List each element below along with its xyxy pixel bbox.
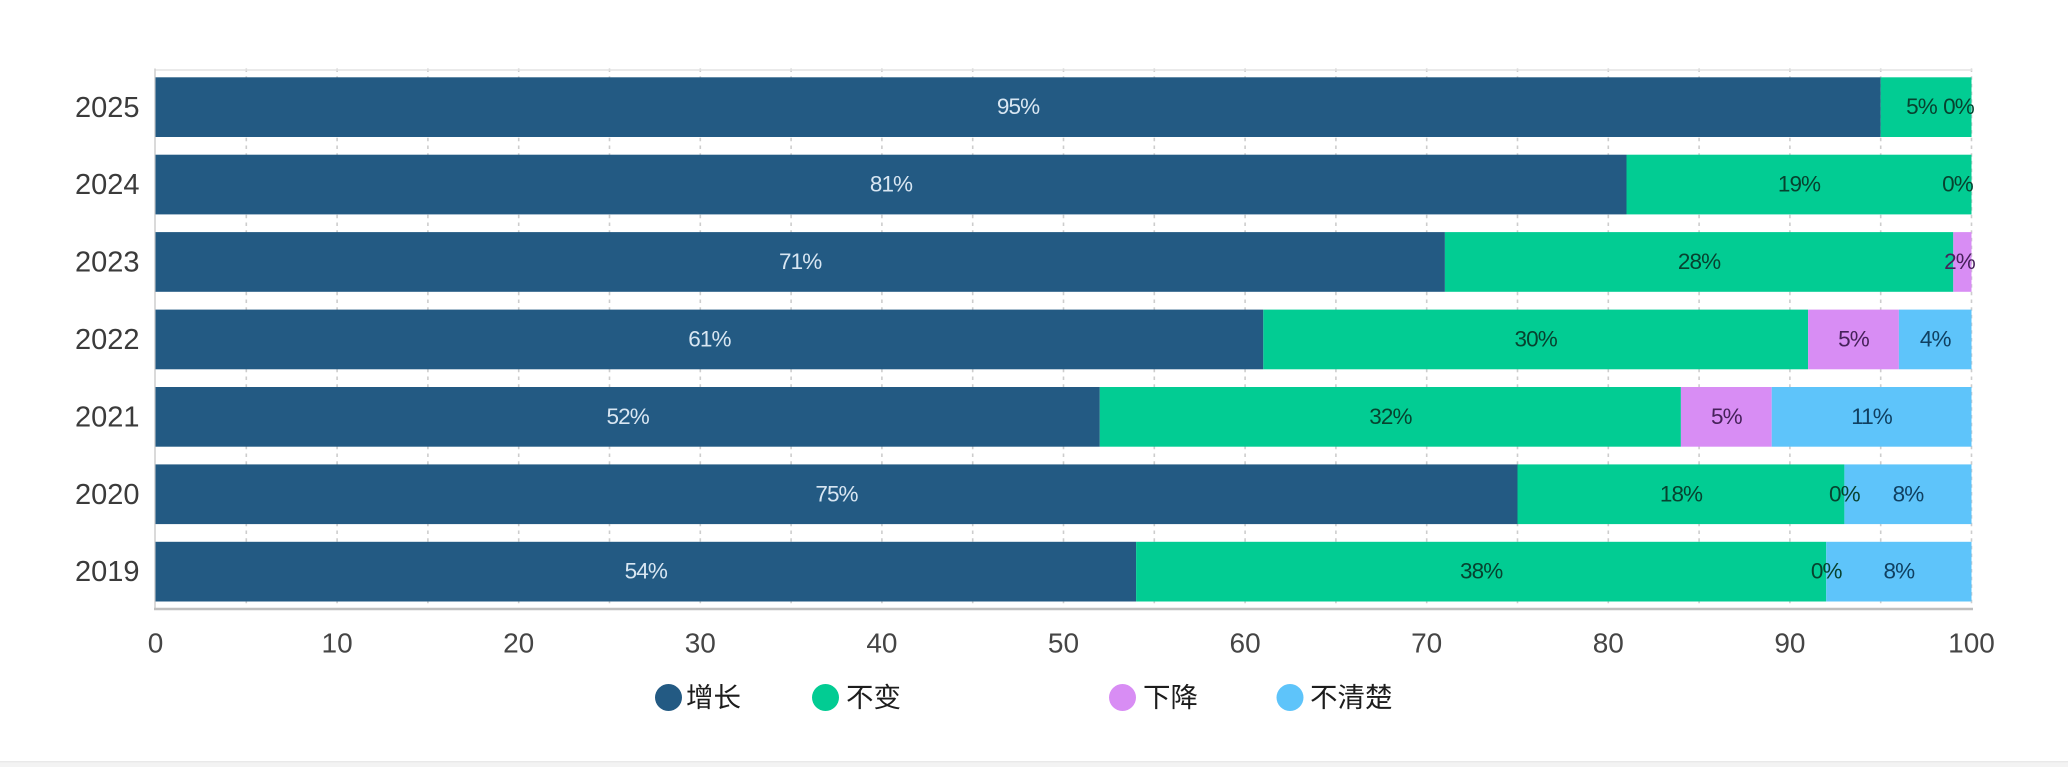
svg-text:38%: 38% xyxy=(1460,559,1503,584)
svg-text:2022: 2022 xyxy=(75,324,140,356)
svg-text:75%: 75% xyxy=(815,481,858,506)
svg-text:54%: 54% xyxy=(625,559,668,584)
svg-text:81%: 81% xyxy=(870,172,913,197)
svg-text:2020: 2020 xyxy=(75,479,140,511)
svg-text:0%: 0% xyxy=(1811,559,1843,584)
svg-text:2019: 2019 xyxy=(75,556,140,588)
svg-text:80: 80 xyxy=(1593,628,1624,659)
svg-text:19%: 19% xyxy=(1778,172,1821,197)
svg-text:32%: 32% xyxy=(1369,404,1412,429)
svg-text:5%: 5% xyxy=(1906,94,1938,119)
svg-text:30: 30 xyxy=(685,628,716,659)
svg-text:11%: 11% xyxy=(1851,404,1893,429)
svg-text:2025: 2025 xyxy=(75,92,140,124)
svg-text:5%: 5% xyxy=(1711,404,1743,429)
svg-text:2021: 2021 xyxy=(75,401,140,433)
svg-text:18%: 18% xyxy=(1660,481,1703,506)
svg-text:50: 50 xyxy=(1048,628,1079,659)
svg-text:100: 100 xyxy=(1948,628,1995,659)
svg-text:0%: 0% xyxy=(1829,481,1861,506)
svg-text:28%: 28% xyxy=(1678,249,1721,274)
svg-text:4%: 4% xyxy=(1920,326,1952,351)
svg-text:30%: 30% xyxy=(1515,326,1558,351)
svg-text:60: 60 xyxy=(1230,628,1261,659)
svg-text:2023: 2023 xyxy=(75,247,140,279)
svg-text:5%: 5% xyxy=(1838,326,1870,351)
svg-text:52%: 52% xyxy=(607,404,650,429)
svg-text:70: 70 xyxy=(1411,628,1442,659)
svg-text:10: 10 xyxy=(322,628,353,659)
svg-text:0: 0 xyxy=(148,628,164,659)
svg-text:2%: 2% xyxy=(1944,249,1976,274)
svg-text:2024: 2024 xyxy=(75,169,140,201)
svg-text:8%: 8% xyxy=(1893,481,1925,506)
svg-text:61%: 61% xyxy=(688,326,731,351)
svg-text:0%: 0% xyxy=(1942,172,1974,197)
svg-text:0%: 0% xyxy=(1943,94,1975,119)
svg-text:20: 20 xyxy=(503,628,534,659)
svg-text:90: 90 xyxy=(1774,628,1805,659)
svg-text:95%: 95% xyxy=(997,94,1040,119)
svg-text:40: 40 xyxy=(866,628,897,659)
svg-text:8%: 8% xyxy=(1884,559,1916,584)
svg-text:71%: 71% xyxy=(779,249,822,274)
